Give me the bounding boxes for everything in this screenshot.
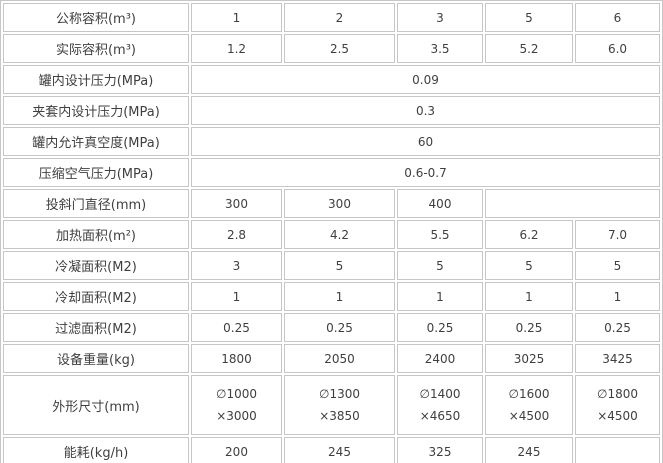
row-label: 过滤面积(M2)	[3, 313, 189, 342]
table-row: 夹套内设计压力(MPa) 0.3	[3, 96, 660, 125]
value-cell: 6	[575, 3, 660, 32]
value-cell: 400	[397, 189, 483, 218]
row-label: 能耗(kg/h)	[3, 437, 189, 463]
table-row: 设备重量(kg) 1800 2050 2400 3025 3425	[3, 344, 660, 373]
table-row: 压缩空气压力(MPa) 0.6-0.7	[3, 158, 660, 187]
value-cell: 6.2	[485, 220, 573, 249]
row-label: 实际容积(m³)	[3, 34, 189, 63]
empty-merged-cell	[485, 189, 660, 218]
dimension-diameter: ∅1000	[216, 387, 257, 401]
dimension-cell: ∅1000 ×3000	[191, 375, 282, 435]
table-row: 能耗(kg/h) 200 245 325 245	[3, 437, 660, 463]
table-row: 冷却面积(M2) 1 1 1 1 1	[3, 282, 660, 311]
dimension-diameter: ∅1600	[508, 387, 550, 401]
value-cell: 2	[284, 3, 395, 32]
row-label: 压缩空气压力(MPa)	[3, 158, 189, 187]
table-row: 罐内允许真空度(MPa) 60	[3, 127, 660, 156]
value-cell: 4.2	[284, 220, 395, 249]
dimension-diameter: ∅1400	[419, 387, 461, 401]
dimension-diameter: ∅1300	[319, 387, 360, 401]
table-row: 过滤面积(M2) 0.25 0.25 0.25 0.25 0.25	[3, 313, 660, 342]
dimension-height: ×4650	[419, 409, 461, 423]
value-cell: 5	[485, 3, 573, 32]
value-cell: 3025	[485, 344, 573, 373]
value-cell: 1	[485, 282, 573, 311]
value-cell: 300	[191, 189, 282, 218]
value-cell: 300	[284, 189, 395, 218]
value-cell: 0.25	[575, 313, 660, 342]
value-cell: 2050	[284, 344, 395, 373]
dimension-cell: ∅1600 ×4500	[485, 375, 573, 435]
value-cell: 5.2	[485, 34, 573, 63]
value-cell: 1	[397, 282, 483, 311]
value-cell: 2.5	[284, 34, 395, 63]
value-cell: 6.0	[575, 34, 660, 63]
value-cell: 1	[284, 282, 395, 311]
dimension-height: ×4500	[508, 409, 550, 423]
value-cell: 1	[191, 3, 282, 32]
table-row: 罐内设计压力(MPa) 0.09	[3, 65, 660, 94]
table-row: 冷凝面积(M2) 3 5 5 5 5	[3, 251, 660, 280]
table-row: 加热面积(m²) 2.8 4.2 5.5 6.2 7.0	[3, 220, 660, 249]
table-row: 外形尺寸(mm) ∅1000 ×3000 ∅1300 ×3850 ∅1400 ×…	[3, 375, 660, 435]
value-cell: 2.8	[191, 220, 282, 249]
value-cell: 3.5	[397, 34, 483, 63]
value-cell: 5	[397, 251, 483, 280]
value-cell: 0.25	[485, 313, 573, 342]
row-label: 罐内允许真空度(MPa)	[3, 127, 189, 156]
merged-value-cell: 0.6-0.7	[191, 158, 660, 187]
value-cell: 3	[191, 251, 282, 280]
table-row: 实际容积(m³) 1.2 2.5 3.5 5.2 6.0	[3, 34, 660, 63]
value-cell: 5	[284, 251, 395, 280]
value-cell: 1.2	[191, 34, 282, 63]
row-label: 冷凝面积(M2)	[3, 251, 189, 280]
table-row: 公称容积(m³) 1 2 3 5 6	[3, 3, 660, 32]
value-cell: 0.25	[284, 313, 395, 342]
dimension-height: ×3000	[216, 409, 257, 423]
value-cell: 325	[397, 437, 483, 463]
dimension-diameter: ∅1800	[597, 387, 638, 401]
row-label: 冷却面积(M2)	[3, 282, 189, 311]
row-label: 外形尺寸(mm)	[3, 375, 189, 435]
value-cell: 2400	[397, 344, 483, 373]
merged-value-cell: 0.3	[191, 96, 660, 125]
value-cell: 245	[284, 437, 395, 463]
merged-value-cell: 0.09	[191, 65, 660, 94]
dimension-height: ×4500	[597, 409, 638, 423]
dimension-height: ×3850	[319, 409, 360, 423]
table-row: 投斜门直径(mm) 300 300 400	[3, 189, 660, 218]
value-cell: 1800	[191, 344, 282, 373]
value-cell: 5	[575, 251, 660, 280]
row-label: 设备重量(kg)	[3, 344, 189, 373]
dimension-cell: ∅1300 ×3850	[284, 375, 395, 435]
row-label: 罐内设计压力(MPa)	[3, 65, 189, 94]
value-cell: 0.25	[191, 313, 282, 342]
row-label: 夹套内设计压力(MPa)	[3, 96, 189, 125]
value-cell: 3425	[575, 344, 660, 373]
empty-cell	[575, 437, 660, 463]
dimension-cell: ∅1800 ×4500	[575, 375, 660, 435]
row-label: 投斜门直径(mm)	[3, 189, 189, 218]
value-cell: 3	[397, 3, 483, 32]
value-cell: 5	[485, 251, 573, 280]
value-cell: 0.25	[397, 313, 483, 342]
value-cell: 1	[575, 282, 660, 311]
value-cell: 245	[485, 437, 573, 463]
row-label: 公称容积(m³)	[3, 3, 189, 32]
value-cell: 5.5	[397, 220, 483, 249]
row-label: 加热面积(m²)	[3, 220, 189, 249]
dimension-cell: ∅1400 ×4650	[397, 375, 483, 435]
value-cell: 1	[191, 282, 282, 311]
merged-value-cell: 60	[191, 127, 660, 156]
value-cell: 200	[191, 437, 282, 463]
value-cell: 7.0	[575, 220, 660, 249]
